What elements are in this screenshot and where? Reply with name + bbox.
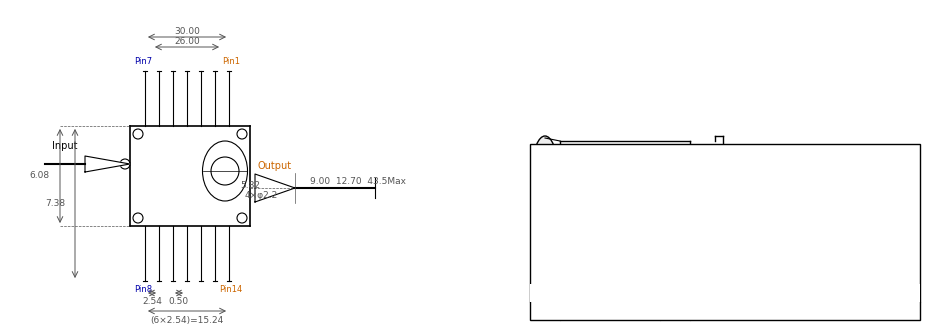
Text: NC: NC bbox=[602, 198, 618, 208]
Text: Pin7: Pin7 bbox=[134, 57, 152, 67]
Text: 0.50: 0.50 bbox=[168, 297, 188, 305]
Text: Thermistor: Thermistor bbox=[577, 270, 642, 280]
Text: 26.00: 26.00 bbox=[174, 37, 200, 46]
Text: 8: 8 bbox=[671, 180, 679, 190]
Text: Chip (+): Chip (+) bbox=[726, 216, 774, 226]
Text: NC: NC bbox=[742, 180, 758, 190]
Text: Pin Assignments: Pin Assignments bbox=[679, 306, 771, 316]
Text: 5.82: 5.82 bbox=[240, 182, 260, 190]
Text: NC: NC bbox=[742, 198, 758, 208]
Text: 2.54: 2.54 bbox=[142, 297, 162, 305]
Text: 20.83: 20.83 bbox=[593, 203, 618, 213]
Polygon shape bbox=[255, 174, 295, 202]
Text: 9: 9 bbox=[671, 198, 679, 208]
Text: 6: 6 bbox=[542, 198, 548, 208]
Text: TEC (-): TEC (-) bbox=[731, 288, 770, 298]
Text: NC: NC bbox=[602, 252, 618, 262]
Text: 3: 3 bbox=[542, 252, 548, 262]
Text: 10: 10 bbox=[668, 216, 683, 226]
Ellipse shape bbox=[533, 136, 557, 196]
Text: NC: NC bbox=[602, 180, 618, 190]
Text: 14: 14 bbox=[668, 288, 683, 298]
Bar bbox=[530, 144, 920, 320]
Text: 4.70: 4.70 bbox=[540, 210, 560, 218]
Text: 1.00: 1.00 bbox=[560, 210, 580, 218]
Text: TEC (+): TEC (+) bbox=[588, 288, 632, 298]
Bar bbox=[530, 284, 920, 302]
Polygon shape bbox=[85, 156, 130, 172]
Text: Pin1: Pin1 bbox=[222, 57, 240, 67]
Text: 9.00  12.70  43.5Max: 9.00 12.70 43.5Max bbox=[310, 177, 406, 186]
Text: NC: NC bbox=[602, 234, 618, 244]
Text: NC: NC bbox=[742, 252, 758, 262]
Text: 11: 11 bbox=[668, 234, 683, 244]
Text: Note: Pin#1 is markedby a bevel(notch)at: Note: Pin#1 is markedby a bevel(notch)at bbox=[538, 164, 738, 172]
Text: 7: 7 bbox=[541, 180, 548, 190]
Text: 5: 5 bbox=[542, 216, 548, 226]
Text: 30.00: 30.00 bbox=[174, 26, 200, 36]
Text: 7.38: 7.38 bbox=[45, 199, 65, 208]
Text: 4: 4 bbox=[541, 234, 548, 244]
Text: 53.53: 53.53 bbox=[628, 214, 654, 223]
Text: Output: Output bbox=[258, 161, 292, 171]
Text: 5.50: 5.50 bbox=[692, 226, 713, 234]
Text: Pin14: Pin14 bbox=[220, 286, 242, 294]
Text: 2: 2 bbox=[542, 270, 548, 280]
Text: Thermistor: Thermistor bbox=[577, 216, 642, 226]
Text: 1: 1 bbox=[542, 288, 548, 298]
Text: (6×2.54)=15.24: (6×2.54)=15.24 bbox=[150, 316, 223, 324]
Text: Chip (-): Chip (-) bbox=[729, 234, 772, 244]
Text: 4×φ2.2: 4×φ2.2 bbox=[245, 191, 278, 200]
Text: 13: 13 bbox=[668, 270, 683, 280]
Text: the base of the housing: the base of the housing bbox=[538, 154, 651, 162]
Text: 6.08: 6.08 bbox=[30, 171, 50, 181]
Text: 8.2: 8.2 bbox=[728, 218, 742, 228]
Text: 5.75: 5.75 bbox=[605, 210, 625, 218]
Text: Input: Input bbox=[53, 141, 78, 151]
Text: GND: GND bbox=[737, 270, 763, 280]
Text: Pin8: Pin8 bbox=[134, 286, 152, 294]
Text: 12: 12 bbox=[668, 252, 683, 262]
